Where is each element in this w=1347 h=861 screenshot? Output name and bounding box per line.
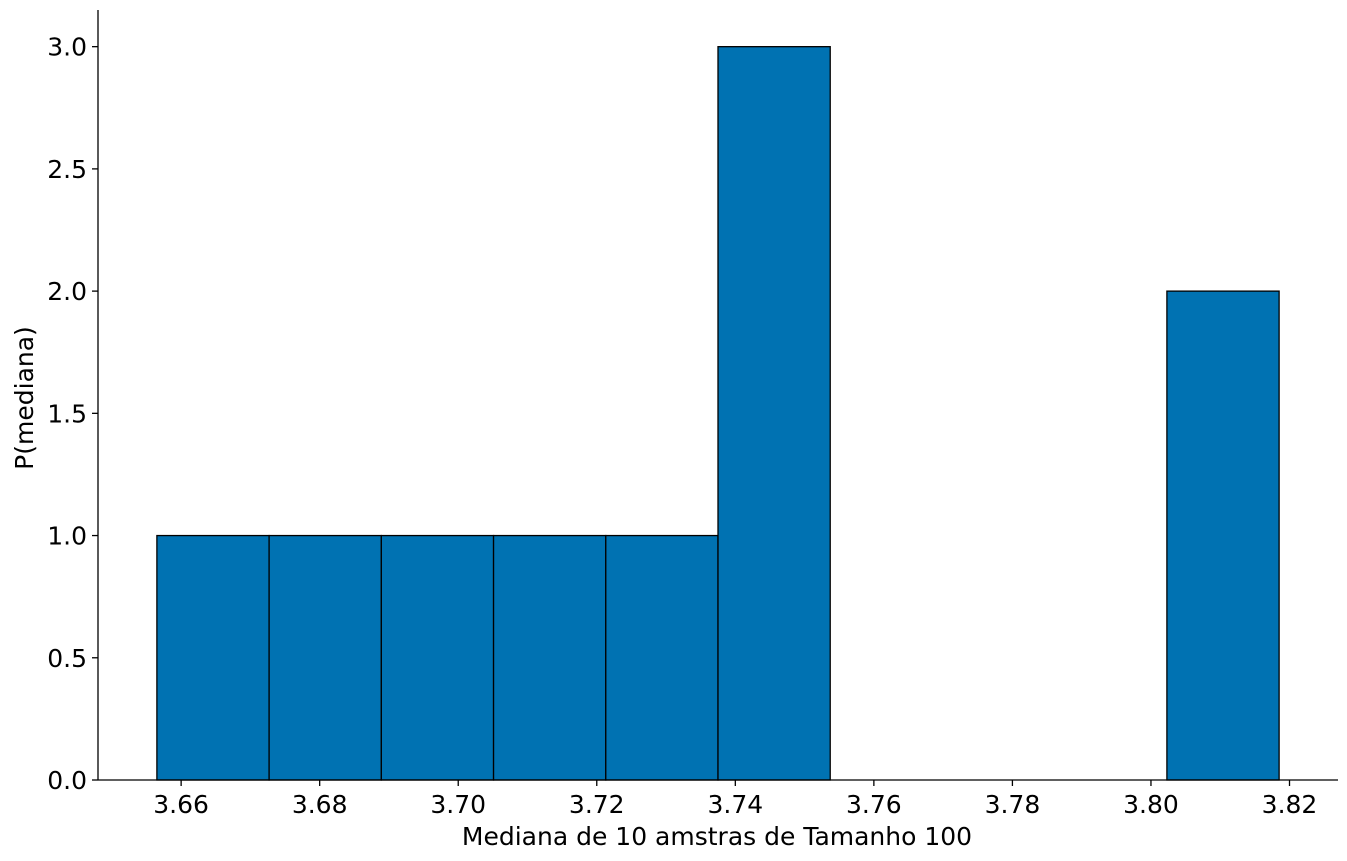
y-ticks-layer: 0.0 0.5 1.0 1.5 2.0 2.5 3.0 bbox=[47, 33, 98, 795]
y-tick-label: 0.5 bbox=[47, 644, 87, 673]
x-tick-label: 3.82 bbox=[1262, 790, 1318, 819]
x-tick-label: 3.80 bbox=[1123, 790, 1179, 819]
x-tick-label: 3.76 bbox=[846, 790, 902, 819]
x-tick-label: 3.72 bbox=[569, 790, 625, 819]
x-tick-label: 3.74 bbox=[707, 790, 763, 819]
x-ticks-layer: 3.66 3.68 3.70 3.72 3.74 3.76 3.78 3.80 3.82 bbox=[153, 780, 1317, 819]
y-tick-label: 0.0 bbox=[47, 766, 87, 795]
y-axis-label: P(mediana) bbox=[10, 326, 39, 470]
x-axis-label: Mediana de 10 amstras de Tamanho 100 bbox=[462, 822, 972, 851]
y-tick-label: 2.0 bbox=[47, 277, 87, 306]
x-tick-label: 3.70 bbox=[430, 790, 486, 819]
histogram-bar bbox=[605, 534, 719, 781]
histogram-bar bbox=[717, 46, 831, 781]
y-tick-label: 1.5 bbox=[47, 399, 87, 428]
histogram-bar bbox=[1166, 290, 1280, 781]
histogram-bar bbox=[268, 534, 382, 781]
histogram-bar bbox=[156, 534, 270, 781]
x-tick-label: 3.66 bbox=[153, 790, 209, 819]
y-tick-label: 3.0 bbox=[47, 33, 87, 62]
histogram-bar bbox=[492, 534, 607, 781]
axes-layer bbox=[97, 10, 1338, 781]
x-tick-label: 3.78 bbox=[985, 790, 1041, 819]
y-tick-label: 1.0 bbox=[47, 522, 87, 551]
histogram-bar bbox=[380, 534, 495, 781]
y-tick-label: 2.5 bbox=[47, 155, 87, 184]
x-tick-label: 3.68 bbox=[292, 790, 348, 819]
bars-layer bbox=[156, 46, 1280, 781]
